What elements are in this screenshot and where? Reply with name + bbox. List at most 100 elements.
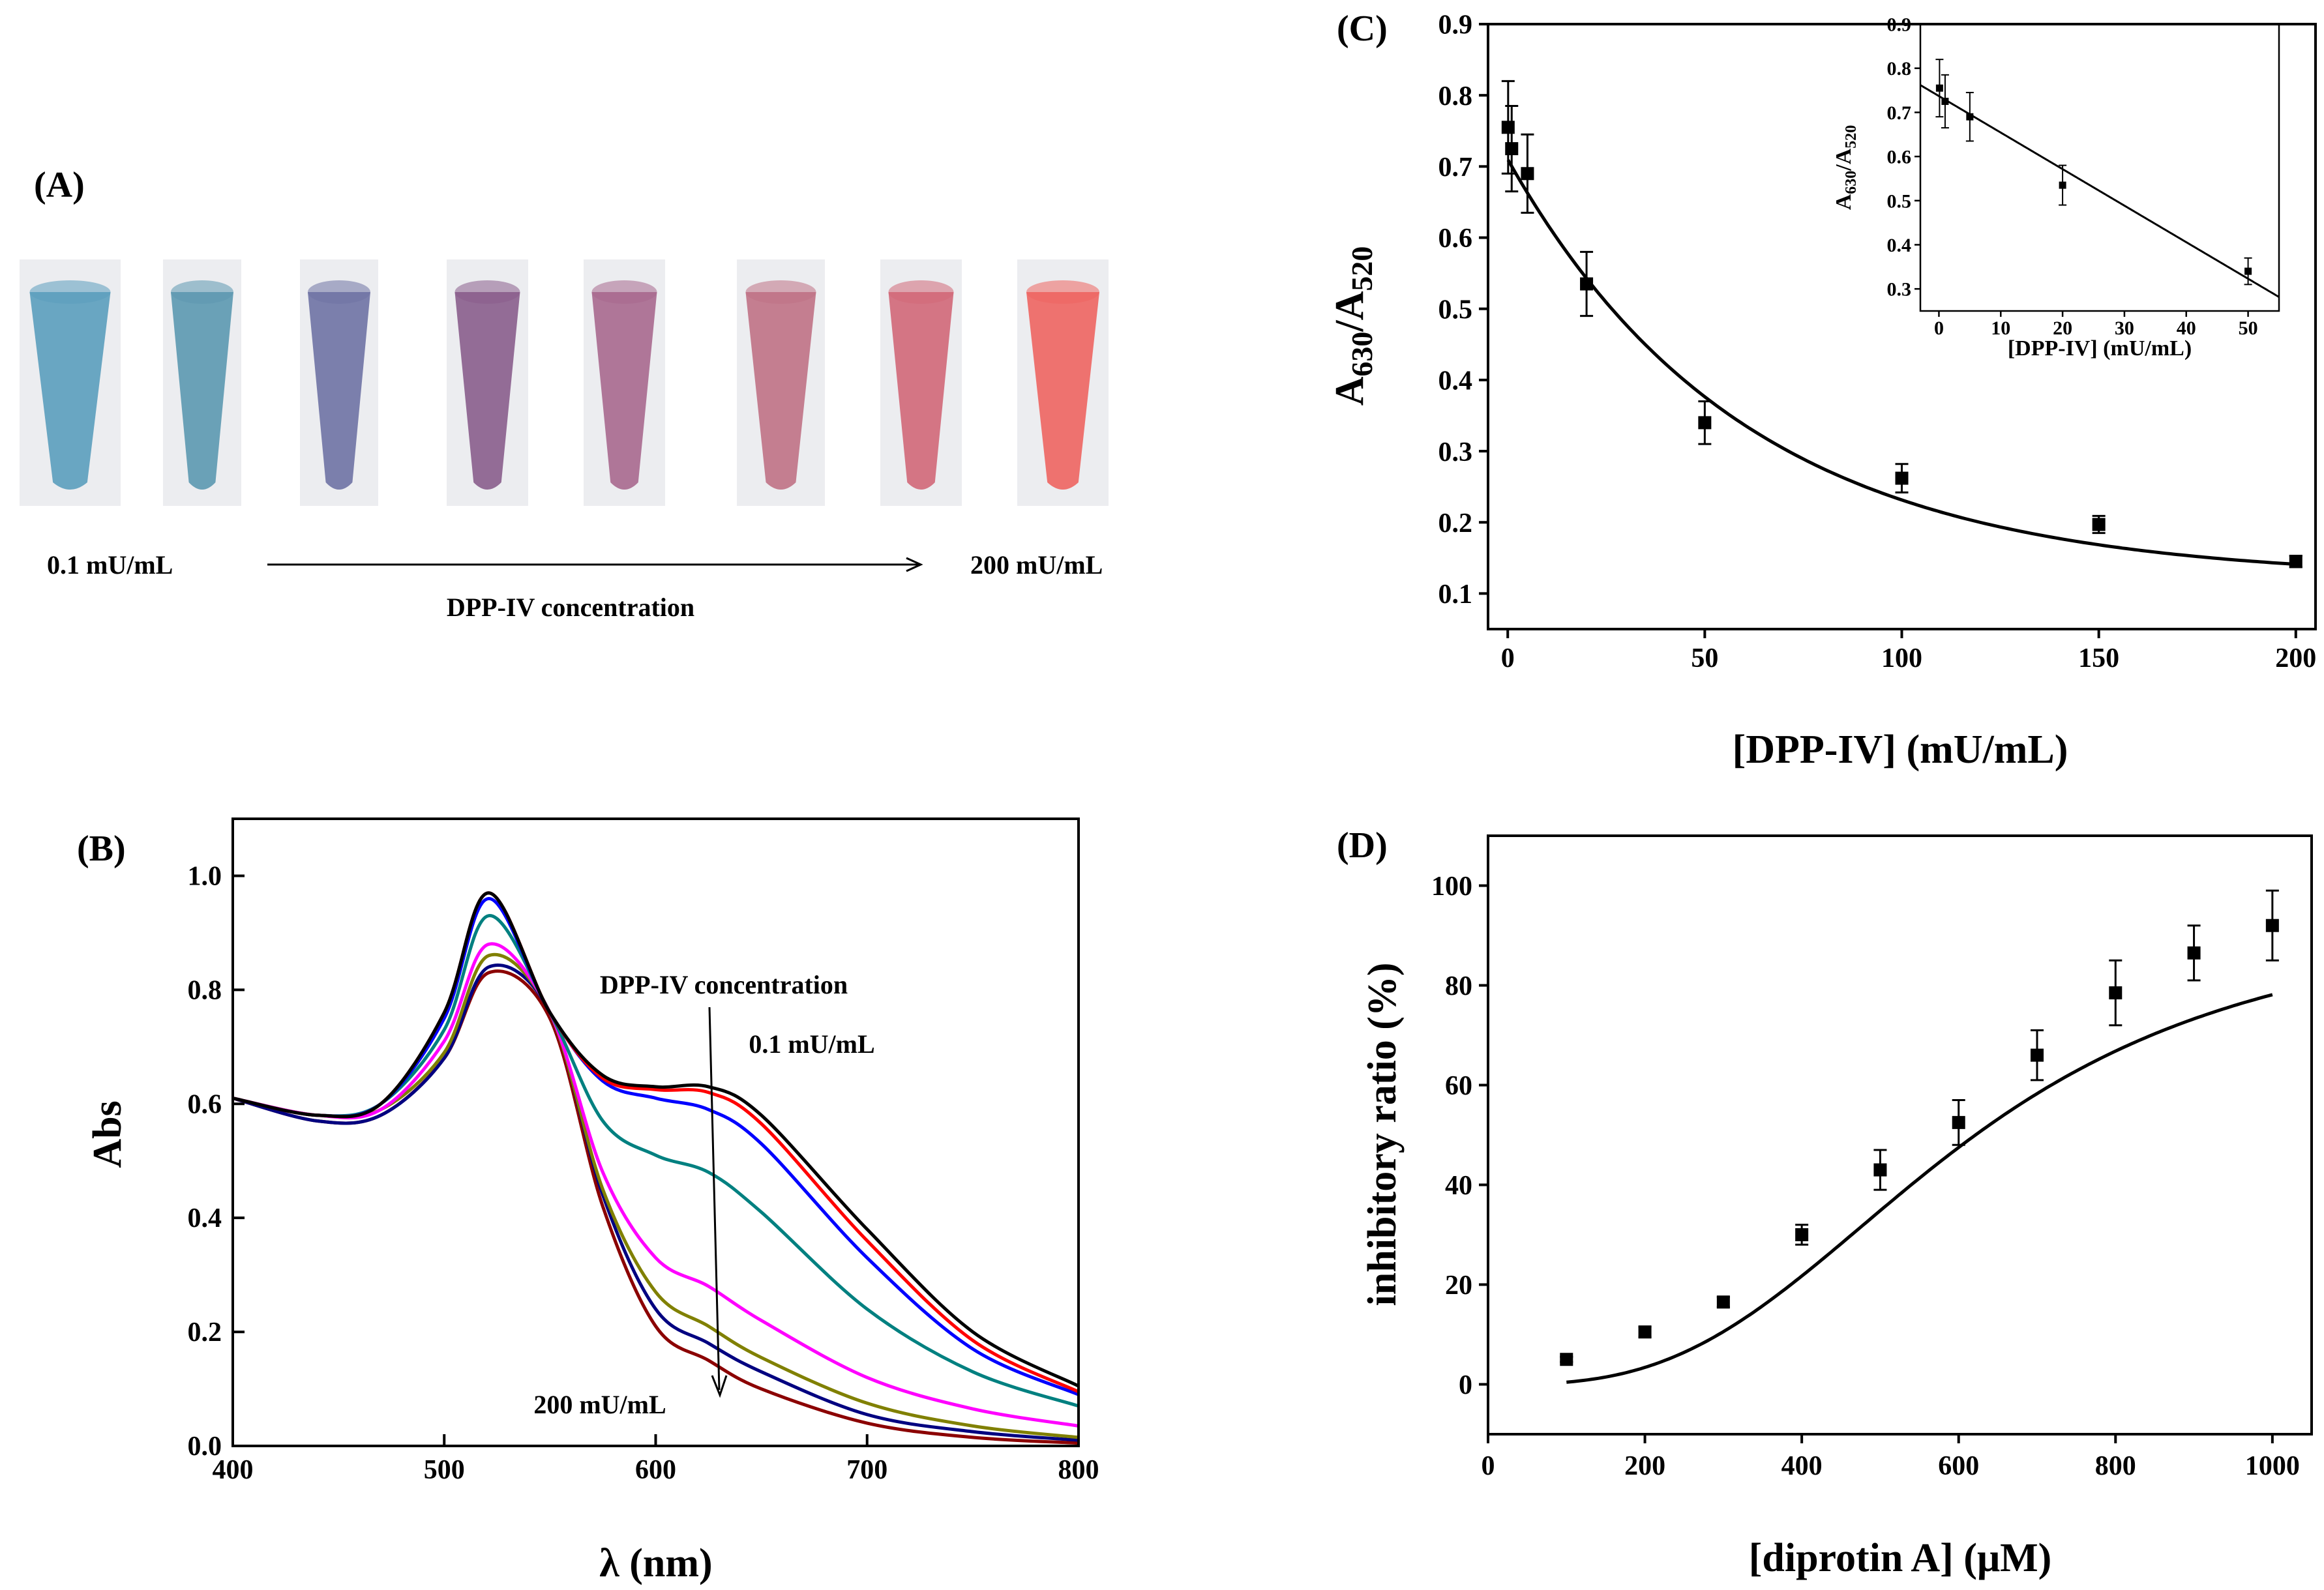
y-tick-label: 0 bbox=[1459, 1370, 1472, 1400]
y-tick-label: 0.6 bbox=[188, 1089, 222, 1119]
y-tick-label: 0.4 bbox=[1887, 235, 1912, 256]
data-point bbox=[1638, 1325, 1652, 1339]
tube-meniscus bbox=[745, 280, 816, 304]
tube-liquid bbox=[591, 292, 657, 490]
panel-b-series bbox=[232, 891, 1080, 1445]
x-tick-label: 150 bbox=[2078, 643, 2119, 673]
panel-b-trend-arrow-head bbox=[711, 1375, 728, 1398]
data-point bbox=[1505, 142, 1519, 156]
x-tick-label: 50 bbox=[2239, 317, 2258, 339]
data-point bbox=[1698, 416, 1712, 430]
tube-liquid bbox=[454, 292, 520, 490]
spectrum-line bbox=[232, 969, 1079, 1445]
data-point bbox=[1873, 1163, 1887, 1177]
y-tick-label: 0.3 bbox=[1438, 437, 1473, 467]
panel-c-ylabel-main: A bbox=[1328, 376, 1372, 405]
panel-b-annotation-top: 0.1 mU/mL bbox=[749, 1029, 874, 1059]
spectrum-line bbox=[232, 891, 1080, 1388]
y-tick-label: 0.4 bbox=[1438, 366, 1473, 396]
panel-b-xlabel: λ (nm) bbox=[599, 1541, 712, 1585]
y-tick-label: 0.3 bbox=[1887, 279, 1912, 301]
panel-c-inset-frame bbox=[1919, 23, 2280, 312]
fit-curve bbox=[1920, 84, 2280, 298]
panel-d-xlabel: [diprotin A] (μM) bbox=[1749, 1536, 2052, 1580]
data-point bbox=[1895, 471, 1909, 485]
panel-c-inset-ylabel-slash: /A bbox=[1832, 148, 1856, 171]
y-tick-label: 0.8 bbox=[1887, 58, 1912, 80]
x-tick-label: 50 bbox=[1691, 643, 1718, 673]
panel-b-trend-arrow-line bbox=[708, 1007, 721, 1391]
panel-c-plot bbox=[1501, 80, 2302, 568]
concentration-arrow-head bbox=[906, 557, 923, 572]
tube-meniscus bbox=[1026, 280, 1099, 304]
panel-b-ylabel: Abs bbox=[85, 1100, 130, 1168]
y-tick-label: 0.4 bbox=[188, 1203, 222, 1233]
data-point bbox=[1521, 167, 1534, 181]
panel-c-inset-plot bbox=[1920, 59, 2280, 298]
panel-c-inset-ylabel-sub2: 520 bbox=[1843, 125, 1860, 149]
y-tick-label: 0.9 bbox=[1887, 14, 1912, 36]
y-tick-label: 0.7 bbox=[1887, 102, 1912, 124]
x-tick-label: 600 bbox=[635, 1455, 676, 1485]
panel-b: (B) 400 500 600 700 800 0.0 0.2 0.4 0.6 0.8 1.0 λ … bbox=[77, 817, 1099, 1585]
tube-meniscus bbox=[454, 280, 520, 304]
data-point bbox=[1935, 84, 1943, 92]
y-tick-label: 60 bbox=[1445, 1071, 1472, 1101]
tube-liquid bbox=[888, 292, 954, 490]
data-point bbox=[2187, 946, 2201, 960]
x-tick-label: 40 bbox=[2177, 317, 2196, 339]
data-point bbox=[1952, 1115, 1965, 1129]
panel-c-inset-ylabel-sub1: 630 bbox=[1843, 171, 1860, 194]
panel-d: (D) 0 200 400 600 800 1000 0 20 40 60 80 100 [dipro… bbox=[1337, 825, 2313, 1580]
spectrum-line bbox=[232, 952, 1079, 1439]
x-tick-label: 0 bbox=[1482, 1451, 1495, 1481]
fit-curve bbox=[1506, 159, 2296, 567]
y-tick-label: 20 bbox=[1445, 1271, 1472, 1301]
panel-c-ylabel-sub2: 520 bbox=[1345, 246, 1378, 291]
tube-meniscus bbox=[591, 280, 657, 304]
x-tick-label: 200 bbox=[1624, 1451, 1665, 1481]
tube-meniscus bbox=[308, 280, 370, 304]
y-tick-label: 0.2 bbox=[188, 1318, 222, 1347]
y-tick-label: 0.0 bbox=[188, 1432, 222, 1462]
y-tick-label: 0.7 bbox=[1438, 153, 1473, 183]
panel-b-annotation-bottom: 200 mU/mL bbox=[533, 1390, 666, 1419]
data-point bbox=[2092, 518, 2106, 531]
panel-b-annotation-title: DPP-IV concentration bbox=[600, 970, 848, 999]
tube-liquid bbox=[745, 292, 816, 490]
x-tick-label: 500 bbox=[424, 1455, 465, 1485]
panel-c-ylabel: A630/A520 bbox=[1328, 246, 1378, 406]
x-tick-label: 600 bbox=[1938, 1451, 1979, 1481]
tube-row bbox=[20, 259, 1109, 506]
x-tick-label: 400 bbox=[213, 1455, 254, 1485]
panel-c-ylabel-slash: /A bbox=[1328, 291, 1372, 332]
panel-d-ylabel: inhibitory ratio (%) bbox=[1360, 963, 1405, 1306]
panel-a: (A) 0.1 mU/mL 200 mU/mL DPP-IV concentra… bbox=[20, 165, 1109, 622]
panel-d-label: (D) bbox=[1337, 825, 1388, 866]
panel-c-inset-ticks: 0 10 20 30 40 50 0.3 0.4 0.5 0.6 0.7 0.8 0.9 bbox=[1887, 14, 2258, 340]
x-tick-label: 20 bbox=[2053, 317, 2072, 339]
data-point bbox=[1560, 1353, 1573, 1366]
y-tick-label: 80 bbox=[1445, 971, 1472, 1001]
spectrum-line bbox=[232, 963, 1079, 1442]
y-tick-label: 0.9 bbox=[1438, 10, 1473, 40]
data-point bbox=[2059, 181, 2066, 189]
data-point bbox=[2244, 267, 2252, 275]
panel-c-label: (C) bbox=[1337, 8, 1388, 49]
data-point bbox=[1580, 277, 1594, 291]
panel-c-inset-ylabel-main: A bbox=[1832, 194, 1856, 210]
panel-b-ticks: 400 500 600 700 800 0.0 0.2 0.4 0.6 0.8 1.0 bbox=[188, 861, 1099, 1485]
y-tick-label: 0.8 bbox=[188, 975, 222, 1005]
panel-c-xlabel: [DPP-IV] (mU/mL) bbox=[1733, 728, 2068, 772]
panel-b-frame bbox=[231, 817, 1080, 1447]
panel-d-plot bbox=[1560, 889, 2279, 1384]
x-tick-label: 800 bbox=[1058, 1455, 1099, 1485]
data-point bbox=[1941, 97, 1949, 105]
y-tick-label: 0.6 bbox=[1438, 224, 1473, 254]
panel-a-left-label: 0.1 mU/mL bbox=[47, 550, 173, 580]
x-tick-label: 800 bbox=[2095, 1451, 2136, 1481]
tube-meniscus bbox=[171, 280, 233, 304]
y-tick-label: 1.0 bbox=[188, 861, 222, 891]
